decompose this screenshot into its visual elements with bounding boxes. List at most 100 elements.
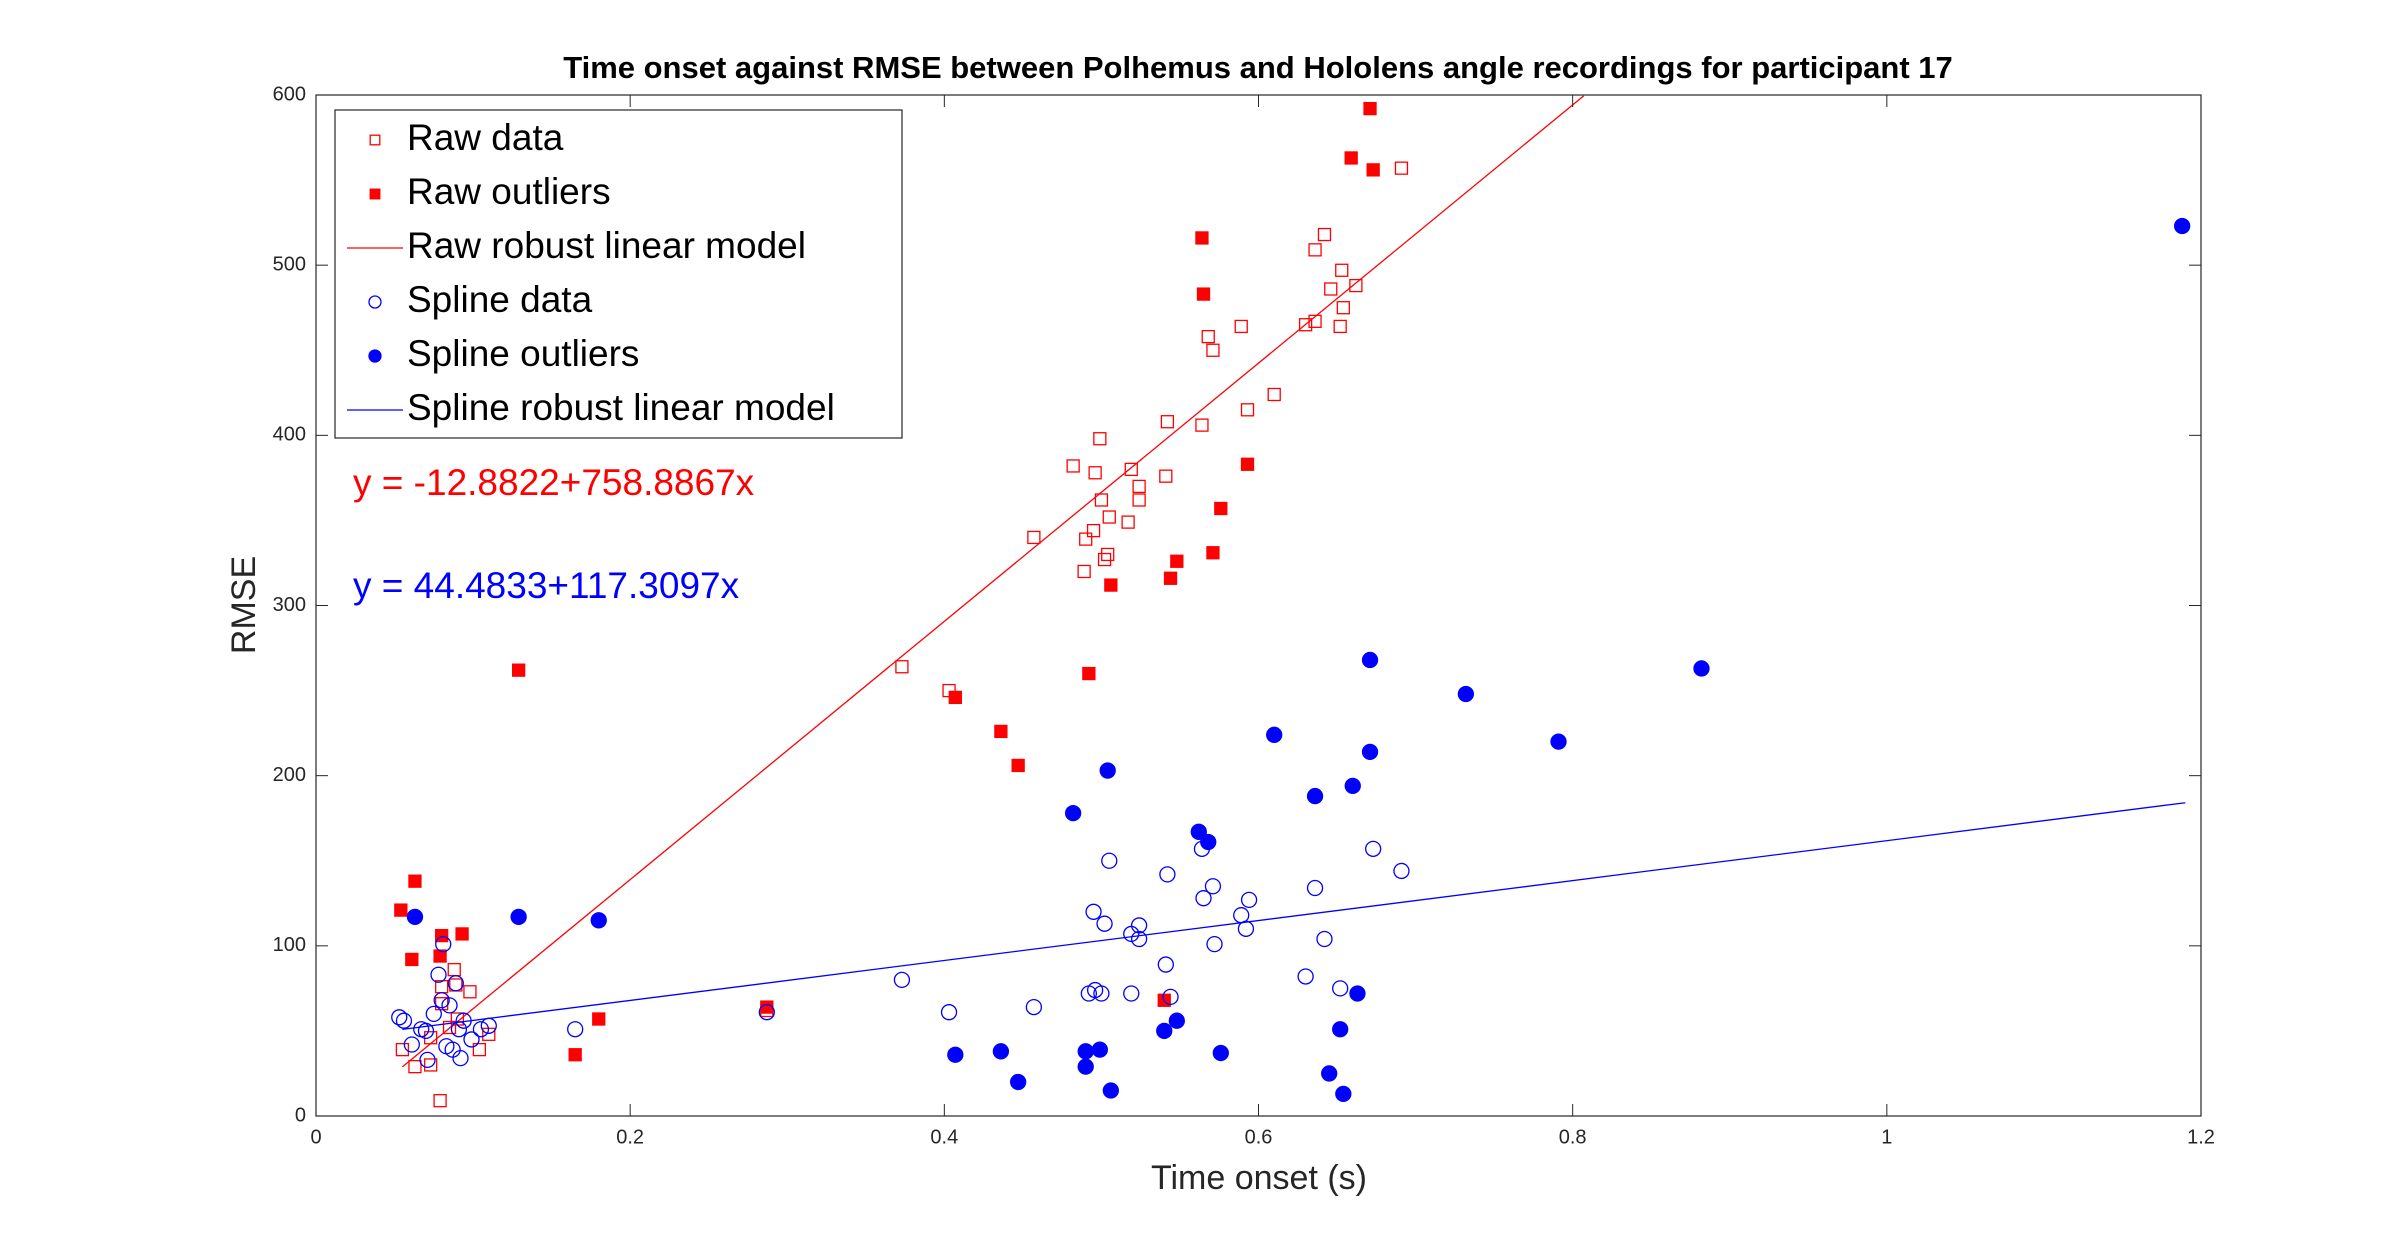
point [408, 1060, 422, 1074]
point [1333, 319, 1347, 334]
point [394, 903, 408, 917]
point [1010, 1073, 1027, 1091]
point [1234, 319, 1248, 334]
point [403, 1036, 420, 1053]
point [1361, 743, 1379, 760]
point [1317, 227, 1332, 242]
point [568, 1048, 582, 1062]
point [1332, 980, 1349, 997]
point [1349, 278, 1363, 293]
point [1693, 660, 1710, 677]
legend-box [334, 109, 903, 439]
point [441, 997, 458, 1014]
y-tick-label: 500 [273, 253, 306, 275]
point [1195, 231, 1209, 245]
point [1335, 1085, 1352, 1103]
point [1064, 804, 1082, 822]
point [1159, 469, 1173, 483]
point [511, 663, 526, 677]
x-tick-label: 1.2 [2187, 1126, 2215, 1148]
y-tick-label: 0 [295, 1104, 306, 1126]
point [1240, 403, 1255, 417]
point [1130, 917, 1148, 934]
point [1200, 833, 1217, 851]
point [1168, 1012, 1185, 1029]
point [1027, 530, 1041, 545]
point [405, 952, 419, 967]
legend-label: Raw outliers [407, 171, 611, 212]
point [994, 724, 1008, 739]
point [1132, 493, 1146, 507]
point [419, 1051, 436, 1068]
point [1159, 866, 1176, 883]
point [1363, 101, 1377, 116]
point [1102, 1082, 1119, 1099]
point [1214, 501, 1228, 516]
x-tick-label: 0.2 [616, 1126, 644, 1148]
point [1344, 151, 1358, 165]
point [1101, 547, 1115, 562]
point [1212, 1044, 1229, 1062]
point [1267, 387, 1281, 402]
x-axis-label: Time onset (s) [1151, 1159, 1367, 1197]
point [472, 1042, 487, 1057]
point [1237, 920, 1255, 937]
point [1077, 1058, 1094, 1075]
y-tick-label: 100 [273, 934, 306, 956]
point [1308, 243, 1322, 257]
legend-label: Raw robust linear model [407, 225, 806, 266]
point [1298, 318, 1313, 332]
plot-area [391, 95, 2191, 1108]
point [1082, 666, 1096, 681]
point [1457, 685, 1474, 703]
x-tick-label: 0.6 [1245, 1126, 1273, 1148]
point [590, 912, 607, 929]
point [1099, 762, 1116, 779]
point [1096, 915, 1113, 932]
legend-label: Spline robust linear model [407, 387, 835, 428]
point [1240, 891, 1258, 909]
point [1157, 956, 1174, 973]
point [1324, 282, 1338, 296]
point [435, 935, 452, 953]
point [430, 966, 447, 983]
point [1195, 890, 1212, 907]
point [1332, 1021, 1349, 1038]
point [1336, 301, 1350, 315]
point [1163, 571, 1178, 585]
point [1066, 459, 1080, 473]
point [948, 690, 962, 705]
point [1195, 418, 1209, 432]
point [1201, 329, 1215, 344]
point [567, 1021, 584, 1038]
point [1361, 651, 1379, 669]
point [472, 1021, 490, 1038]
trend-line [401, 95, 1585, 1068]
point [1306, 879, 1324, 897]
point [895, 660, 909, 674]
point [433, 949, 447, 963]
point [1085, 903, 1102, 920]
point [408, 874, 422, 888]
point [1366, 163, 1380, 177]
point [1394, 161, 1409, 175]
point [758, 1004, 775, 1021]
point [760, 1000, 774, 1014]
point [1365, 840, 1382, 857]
point [947, 1046, 964, 1063]
point [406, 908, 424, 926]
point [1094, 493, 1109, 507]
point [395, 1012, 413, 1029]
legend-marker [368, 295, 382, 309]
point [992, 1043, 1010, 1060]
point [463, 985, 477, 999]
point [510, 908, 527, 926]
point [1297, 968, 1314, 985]
point [1093, 432, 1107, 446]
point [1196, 287, 1211, 301]
point [1344, 777, 1361, 795]
point [424, 1058, 438, 1072]
annotation: y = 44.4833+117.3097x [353, 565, 740, 606]
point [1130, 930, 1148, 948]
point [1306, 787, 1324, 805]
